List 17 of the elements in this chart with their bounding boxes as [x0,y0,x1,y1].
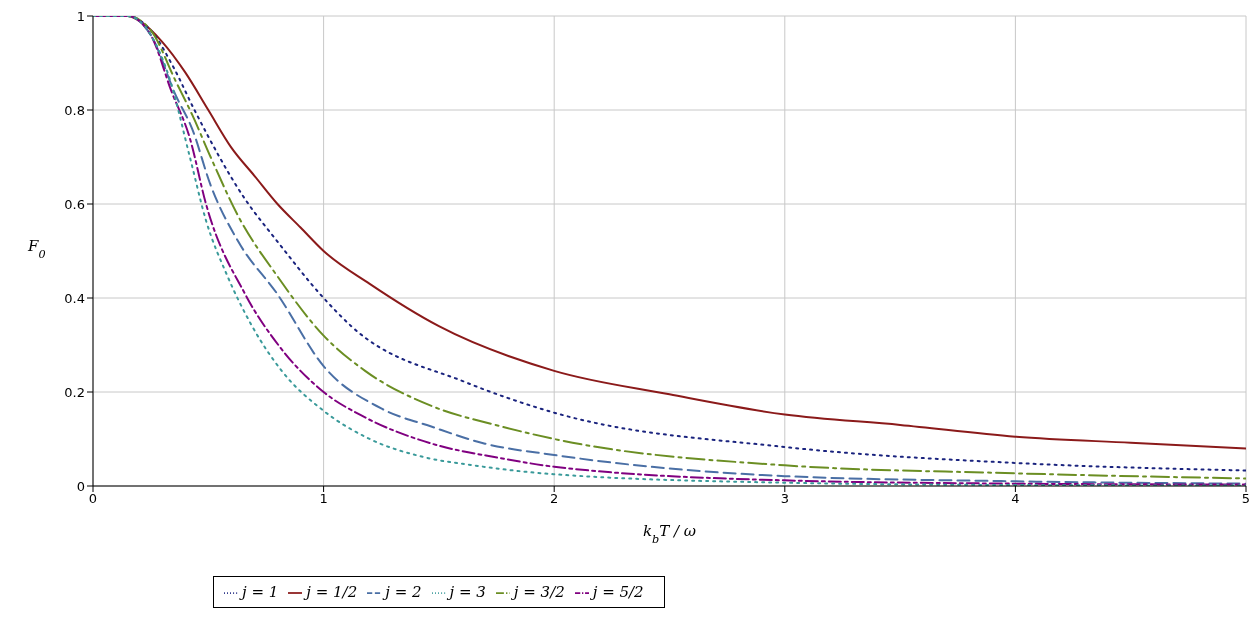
x-axis-title: k$_{b}$T / ω [642,522,697,546]
x-tick-label: 5 [1241,491,1251,507]
y-tick-label: 0.8 [64,102,85,118]
y-tick-label: 0.6 [64,196,85,212]
y-tick-label: 1 [76,8,85,24]
legend-label: j = 5/2 [592,583,644,601]
y-tick-label: 0 [76,478,85,494]
y-tick-label: 0.2 [64,384,85,400]
x-tick-label: 0 [88,491,98,507]
legend-label: j = 3 [449,583,486,601]
legend-label: j = 3/2 [513,583,565,601]
x-tick-label: 1 [319,491,328,507]
y-tick-label: 0.4 [64,290,85,306]
x-tick-label: 4 [1011,491,1020,507]
x-tick-label: 2 [550,491,559,507]
y-axis-title: F$_{0}$ [27,237,46,261]
x-tick-label: 3 [780,491,789,507]
